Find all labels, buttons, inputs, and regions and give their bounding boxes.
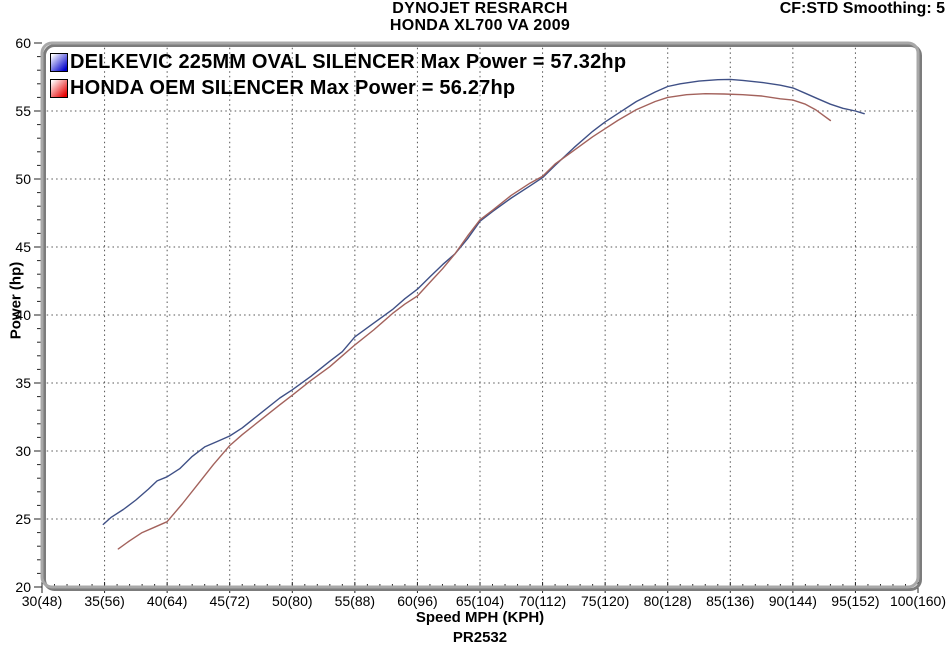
chart-title: DYNOJET RESRARCH <box>392 0 568 17</box>
y-tick-label: 55 <box>15 103 31 119</box>
x-tick-label: 50(80) <box>272 593 312 609</box>
chart-title-block: DYNOJET RESRARCH HONDA XL700 VA 2009 <box>42 1 918 34</box>
x-tick-label: 40(64) <box>147 593 187 609</box>
series-line-delkevic <box>102 78 865 526</box>
x-tick-label: 90(144) <box>769 593 817 609</box>
plot-frame <box>40 41 920 589</box>
gridlines <box>42 43 918 587</box>
x-tick-label: 45(72) <box>209 593 249 609</box>
plot-frame-shadow <box>43 44 922 591</box>
x-tick-label: 30(48) <box>22 593 62 609</box>
series-line-honda-oem <box>117 92 832 550</box>
x-tick-label: 100(160) <box>890 593 946 609</box>
y-tick-label: 30 <box>15 443 31 459</box>
delkevic-series-swatch-icon <box>50 52 68 72</box>
x-tick-label: 85(136) <box>706 593 754 609</box>
chart-subtitle: HONDA XL700 VA 2009 <box>389 17 571 34</box>
legend: DELKEVIC 225MM OVAL SILENCER Max Power =… <box>50 49 626 101</box>
x-tick-label: 65(104) <box>456 593 504 609</box>
legend-item-delkevic: DELKEVIC 225MM OVAL SILENCER Max Power =… <box>50 49 626 75</box>
x-tick-label: 75(120) <box>581 593 629 609</box>
y-axis-label: Power (hp) <box>7 261 25 340</box>
y-tick-label: 25 <box>15 511 31 527</box>
honda-oem-series-swatch-icon <box>50 78 68 98</box>
legend-label-honda-oem: HONDA OEM SILENCER Max Power = 56.27hp <box>70 76 516 99</box>
x-axis-label: Speed MPH (KPH) <box>415 609 545 626</box>
x-tick-label: 60(96) <box>397 593 437 609</box>
correction-smoothing-note: CF:STD Smoothing: 5 <box>779 0 945 17</box>
y-tick-label: 60 <box>15 35 31 51</box>
x-tick-label: 95(152) <box>831 593 879 609</box>
x-tick-label: 35(56) <box>84 593 124 609</box>
y-tick-label: 50 <box>15 171 31 187</box>
y-tick-label: 35 <box>15 375 31 391</box>
y-tick-label: 40 <box>15 307 31 323</box>
y-tick-label: 45 <box>15 239 31 255</box>
x-tick-label: 70(112) <box>519 593 566 609</box>
run-id: PR2532 <box>452 629 508 646</box>
x-tick-label: 80(128) <box>644 593 692 609</box>
x-tick-label: 55(88) <box>335 593 375 609</box>
legend-label-delkevic: DELKEVIC 225MM OVAL SILENCER Max Power =… <box>70 50 627 73</box>
series-group <box>102 78 865 550</box>
legend-item-honda-oem: HONDA OEM SILENCER Max Power = 56.27hp <box>50 75 626 101</box>
y-tick-label: 20 <box>15 579 31 595</box>
tick-labels: 30(48) 35(56) 40(64) 45(72) 50(80) 55(88) 60(9… <box>15 35 946 609</box>
